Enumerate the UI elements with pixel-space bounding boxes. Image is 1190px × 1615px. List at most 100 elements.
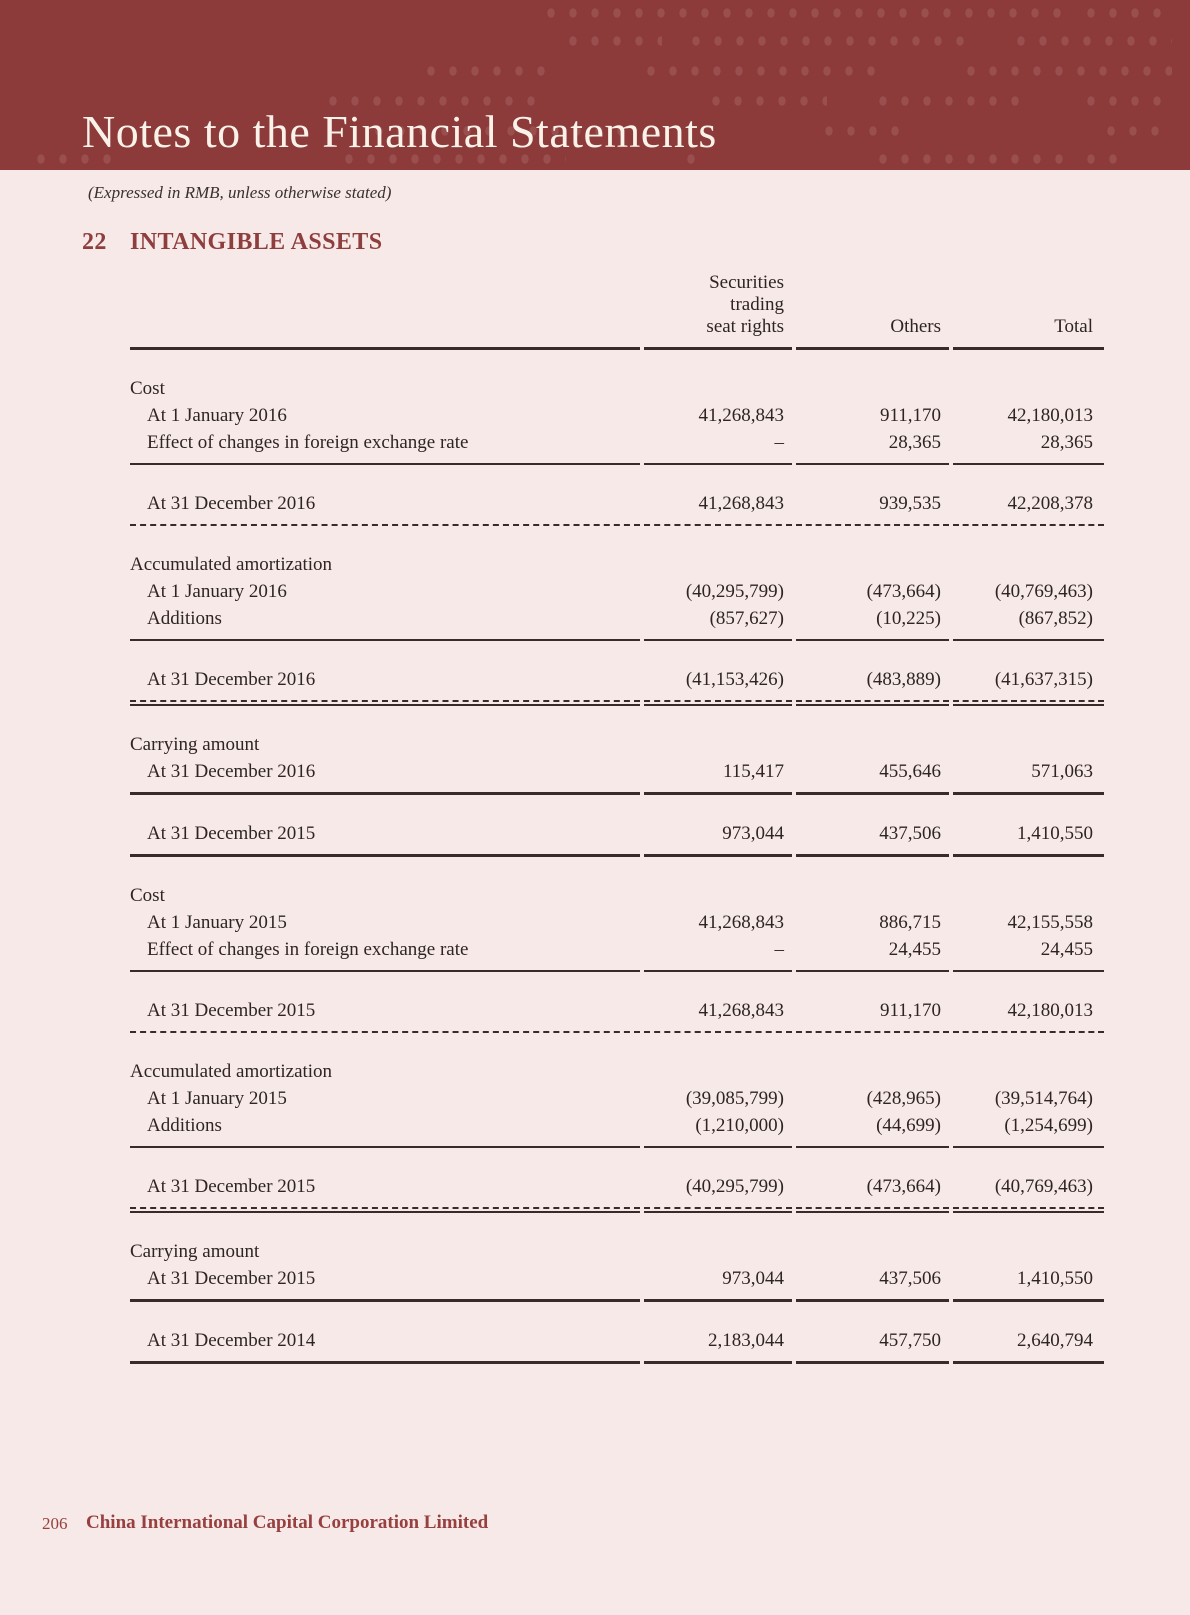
- cell-seat-rights: (40,295,799): [685, 581, 784, 602]
- rule-segment: [644, 639, 792, 641]
- section-row: Cost: [130, 376, 1104, 403]
- cell-total: [953, 376, 1104, 403]
- cell-seat-rights: [644, 376, 792, 403]
- cell-seat-rights: 41,268,843: [698, 405, 785, 426]
- data-row: At 31 December 2016 115,417 455,646 571,063: [130, 759, 1104, 792]
- cell-total: 1,410,550: [1017, 1268, 1093, 1289]
- cell-others: 911,170: [879, 405, 941, 426]
- cell-seat-rights: 973,044: [722, 823, 784, 844]
- rule-segment: [644, 1146, 792, 1148]
- dot-pattern: [540, 0, 1062, 26]
- page-header-band: Notes to the Financial Statements: [0, 0, 1190, 170]
- dot-pattern: [1080, 146, 1124, 170]
- cell-seat-rights: [644, 552, 792, 579]
- cell-total: (1,254,699): [1004, 1115, 1093, 1136]
- rule-segment: [953, 463, 1104, 465]
- data-row: At 1 January 2015 41,268,843 886,715 42,155…: [130, 910, 1104, 937]
- cell-others: 939,535: [879, 493, 941, 514]
- rule-segment: [953, 1299, 1104, 1302]
- cell-seat-rights: 973,044: [722, 1268, 784, 1289]
- cell-others: [796, 552, 949, 579]
- row-label: At 1 January 2016: [147, 581, 287, 602]
- total-row: At 31 December 2014 2,183,044 457,750 2,640…: [130, 1328, 1104, 1361]
- dot-pattern: [960, 58, 1172, 84]
- cell-total: [953, 1059, 1104, 1086]
- rule-strong: [130, 792, 1104, 795]
- section-heading: 22 INTANGIBLE ASSETS: [82, 229, 1190, 256]
- dot-pattern: [368, 118, 632, 144]
- spacer-row: [130, 795, 1104, 821]
- rule-segment: [796, 854, 949, 857]
- dot-pattern: [1100, 118, 1172, 144]
- total-row: At 31 December 2015 973,044 437,506 1,410,5…: [130, 821, 1104, 854]
- rule-segment: [130, 524, 640, 526]
- data-row: At 31 December 2015 973,044 437,506 1,410,5…: [130, 1266, 1104, 1299]
- rule-dashed: [130, 524, 1104, 526]
- cell-others: [796, 1239, 949, 1266]
- row-label: At 31 December 2015: [147, 1176, 316, 1197]
- company-name: China International Capital Corporation …: [86, 1512, 489, 1533]
- dot-pattern: [562, 28, 662, 54]
- rule-strong: [130, 1361, 1104, 1364]
- cell-total: 2,640,794: [1017, 1330, 1093, 1351]
- rule-solid: [130, 463, 1104, 465]
- cell-others: [796, 1059, 949, 1086]
- rule-segment: [953, 1361, 1104, 1364]
- intangible-assets-table: Securities trading seat rights Others To…: [126, 270, 1108, 1364]
- rule-segment: [130, 1146, 640, 1148]
- rule-segment: [130, 1031, 640, 1033]
- table-header-row: Securities trading seat rights Others To…: [130, 270, 1104, 350]
- row-label: Accumulated amortization: [130, 1061, 333, 1082]
- section-row: Carrying amount: [130, 732, 1104, 759]
- rule-segment: [796, 1299, 949, 1302]
- cell-seat-rights: [644, 883, 792, 910]
- cell-seat-rights: 2,183,044: [708, 1330, 784, 1351]
- dot-pattern: [680, 146, 708, 170]
- rule-strong: [130, 1299, 1104, 1302]
- row-label: Additions: [147, 1115, 222, 1136]
- cell-seat-rights: 41,268,843: [698, 912, 785, 933]
- section-row: Carrying amount: [130, 1239, 1104, 1266]
- rule-segment: [953, 639, 1104, 641]
- spacer-row: [130, 972, 1104, 998]
- cell-seat-rights: [644, 1059, 792, 1086]
- cell-total: (867,852): [1018, 608, 1093, 629]
- dot-pattern: [338, 146, 566, 170]
- col-header-total: Total: [953, 270, 1104, 350]
- spacer-row: [130, 465, 1104, 491]
- rule-segment: [796, 970, 949, 972]
- total-row: At 31 December 2015 (40,295,799) (473,664)…: [130, 1174, 1104, 1207]
- col-header-line: Securities: [709, 272, 784, 293]
- rule-segment: [953, 1146, 1104, 1148]
- row-label: At 31 December 2015: [147, 1268, 316, 1289]
- dot-pattern: [1010, 28, 1172, 54]
- row-label: Cost: [130, 378, 165, 399]
- rule-segment: [644, 1031, 792, 1033]
- dot-pattern: [705, 88, 827, 114]
- cell-total: 42,180,013: [1007, 405, 1094, 426]
- cell-others: [796, 883, 949, 910]
- cell-total: (40,769,463): [994, 1176, 1093, 1197]
- cell-others: (483,889): [866, 669, 941, 690]
- cell-total: 24,455: [1040, 939, 1093, 960]
- dot-pattern: [1080, 88, 1172, 114]
- rule-segment: [796, 463, 949, 465]
- row-label: At 1 January 2015: [147, 912, 287, 933]
- cell-total: [953, 732, 1104, 759]
- rule-solid: [130, 639, 1104, 641]
- row-label: Accumulated amortization: [130, 554, 333, 575]
- data-row: At 1 January 2015 (39,085,799) (428,965) (3…: [130, 1086, 1104, 1113]
- table-body: Cost At 1 January 2016 41,268,843 911,170 42…: [130, 350, 1104, 1364]
- cell-others: (473,664): [866, 581, 941, 602]
- dot-pattern: [818, 118, 910, 144]
- spacer-row: [130, 641, 1104, 667]
- cell-total: [953, 552, 1104, 579]
- row-label: At 31 December 2016: [147, 669, 316, 690]
- rule-solid: [130, 1146, 1104, 1148]
- cell-total: [953, 1239, 1104, 1266]
- page-number: 206: [42, 1514, 68, 1533]
- rule-segment: [953, 1207, 1104, 1213]
- spacer-row: [130, 1302, 1104, 1328]
- cell-seat-rights: 41,268,843: [698, 493, 785, 514]
